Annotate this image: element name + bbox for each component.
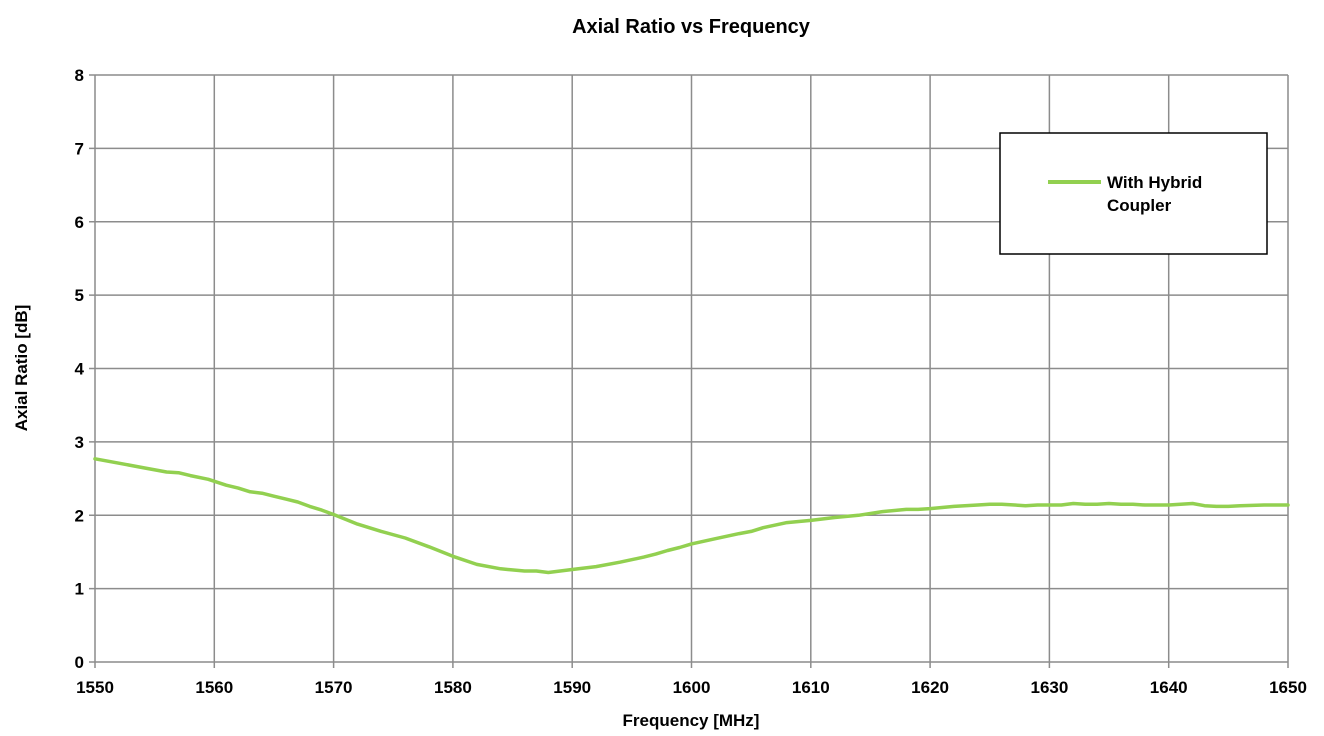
axes [89,74,1289,668]
x-tick-label: 1620 [911,678,949,697]
x-tick-label: 1560 [195,678,233,697]
series-line [93,457,1290,575]
x-tick-label: 1550 [76,678,114,697]
grid-lines [95,74,1289,662]
y-tick-label: 4 [75,360,85,379]
y-axis-label: Axial Ratio [dB] [12,305,31,432]
series-lines [93,457,1290,575]
x-tick-label: 1590 [553,678,591,697]
x-tick-label: 1630 [1030,678,1068,697]
y-tick-labels: 0 1 2 3 4 5 6 7 8 [75,66,85,672]
x-tick-label: 1650 [1269,678,1307,697]
y-tick-label: 6 [75,213,84,232]
y-tick-label: 2 [75,506,84,525]
chart-title: Axial Ratio vs Frequency [572,16,811,38]
legend-label: With Hybrid Coupler [1107,173,1202,215]
y-tick-label: 3 [75,433,84,452]
x-tick-label: 1570 [315,678,353,697]
y-tick-label: 0 [75,653,84,672]
y-tick-label: 8 [75,66,84,85]
x-tick-label: 1610 [792,678,830,697]
legend: With Hybrid Coupler [999,132,1268,255]
x-tick-label: 1640 [1150,678,1188,697]
legend-box [999,132,1268,255]
x-tick-label: 1580 [434,678,472,697]
y-tick-label: 5 [75,286,84,305]
y-tick-label: 1 [75,580,84,599]
y-tick-label: 7 [75,139,84,158]
x-tick-labels: 1550 1560 1570 1580 1590 1600 1610 1620 1630 1640… [76,678,1307,697]
x-tick-label: 1600 [673,678,711,697]
x-axis-label: Frequency [MHz] [623,711,760,730]
